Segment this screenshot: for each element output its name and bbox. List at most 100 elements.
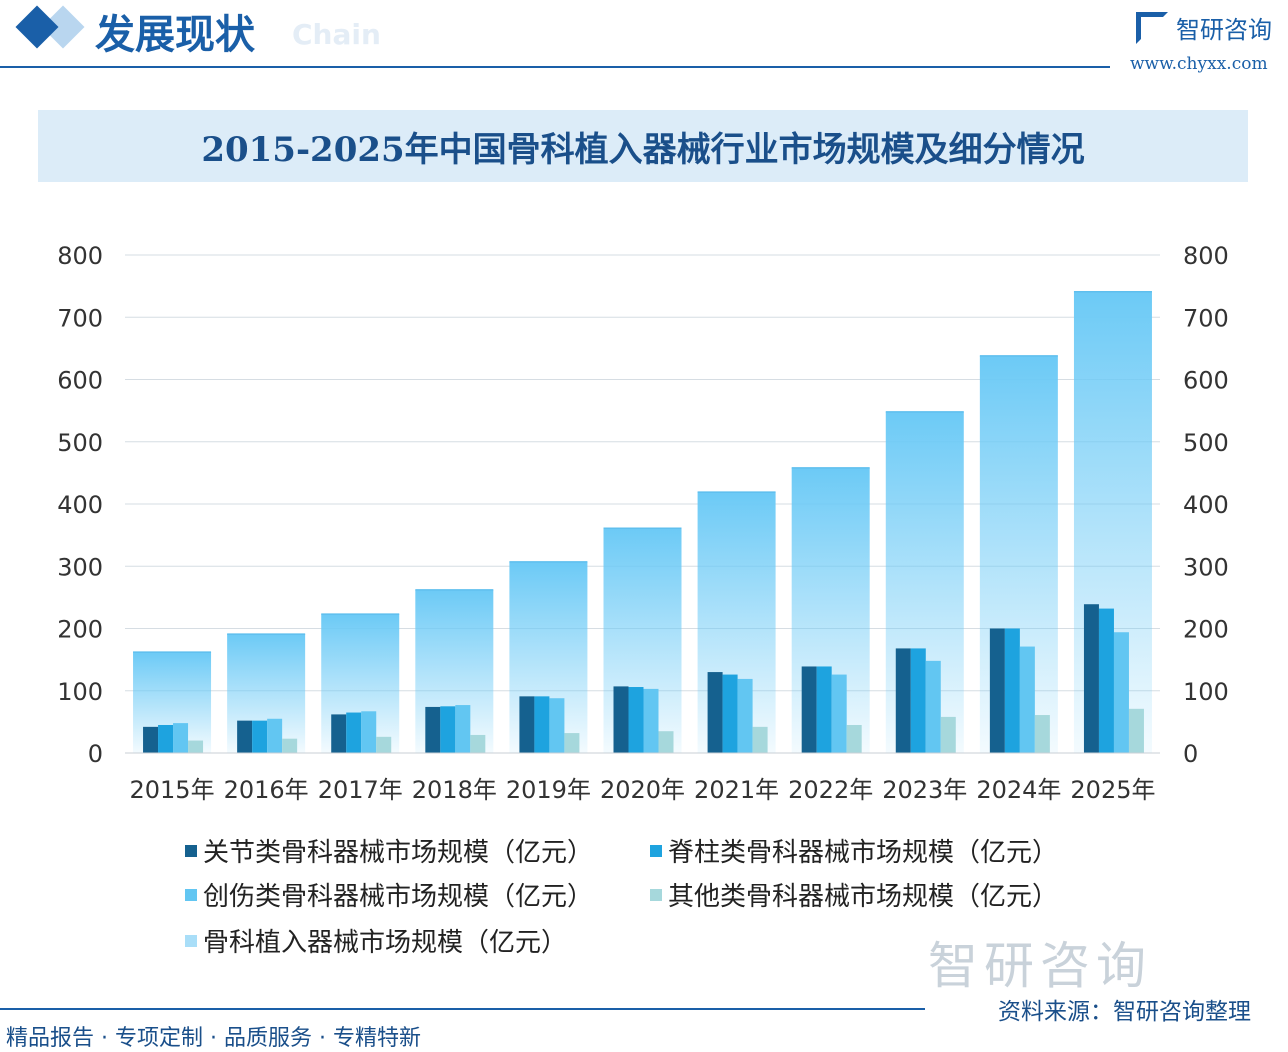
bar-other [188,740,204,753]
section-title: 发展现状 [95,11,255,58]
legend-item-spine: 脊柱类骨科器械市场规模（亿元） [650,832,1058,869]
logo-url: www.chyxx.com [1130,54,1268,74]
bar-spine [722,674,738,753]
bar-spine [1004,628,1020,753]
bar-joint [989,628,1005,753]
y-tick-label-right: 100 [1183,678,1229,706]
y-tick-label-left: 500 [57,429,103,457]
x-tick-label: 2022年 [788,776,873,804]
bar-other [752,726,768,753]
legend-label: 脊柱类骨科器械市场规模（亿元） [668,838,1059,868]
bar-other [846,724,862,753]
legend-swatch [650,844,662,857]
y-tick-label-left: 100 [57,678,103,706]
legend-label: 关节类骨科器械市场规模（亿元） [203,838,594,868]
legend-item-other: 其他类骨科器械市场规模（亿元） [650,876,1058,913]
y-tick-label-left: 700 [57,304,103,332]
bar-chart: 0 100 200 300 400 500 600 700 800 0 100 200 300 400 50… [57,242,1229,804]
bar-trauma [549,698,565,753]
bar-spine [628,687,644,753]
y-tick-label-left: 200 [57,616,103,644]
bar-trauma [643,688,659,753]
section-ghost-text: Chain [292,18,381,51]
bar-joint [331,714,347,753]
legend-swatch [185,844,197,857]
bar-trauma [737,678,753,753]
y-tick-label-right: 300 [1183,553,1229,581]
bar-spine [440,706,456,753]
x-tick-label: 2016年 [224,776,309,804]
legend-label: 创伤类骨科器械市场规模（亿元） [203,882,594,912]
legend-item-joint: 关节类骨科器械市场规模（亿元） [185,832,593,869]
y-tick-label-right: 200 [1183,616,1229,644]
bar-spine [1098,608,1114,753]
bar-joint [895,648,911,753]
logo-mark-icon [1136,11,1168,44]
bar-trauma [1019,646,1035,753]
watermark-logo: 智研咨询 [928,937,1152,995]
header-divider [0,66,1110,68]
bar-trauma [173,723,189,753]
y-tick-label-right: 800 [1183,242,1229,270]
legend-label: 其他类骨科器械市场规模（亿元） [668,882,1059,912]
logo-text: 智研咨询 [1176,16,1272,44]
bar-other [1034,715,1050,753]
legend-swatch [185,888,197,901]
legend-swatch [650,888,662,901]
y-tick-label-left: 0 [88,740,103,768]
footer-source: 资料来源：智研咨询整理 [998,999,1251,1025]
bar-spine [158,724,174,753]
x-tick-label: 2023年 [882,776,967,804]
bar-trauma [361,711,377,753]
brand-logo: 智研咨询 [1136,10,1272,45]
x-tick-label: 2025年 [1070,776,1155,804]
y-tick-label-right: 600 [1183,367,1229,395]
legend-label: 骨科植入器械市场规模（亿元） [203,928,568,958]
bar-trauma [831,674,847,753]
footer-tagline: 精品报告 · 专项定制 · 品质服务 · 专精特新 [6,1026,421,1051]
bar-joint [707,672,723,753]
bar-other [940,716,956,753]
x-tick-label: 2020年 [600,776,685,804]
bar-other [1128,708,1144,753]
chart-title: 2015-2025年中国骨科植入器械行业市场规模及细分情况 [38,110,1248,182]
bar-other [470,734,486,753]
bar-other [564,733,580,753]
bar-joint [801,666,817,753]
bar-trauma [455,705,471,753]
bar-joint [519,696,535,753]
x-tick-label: 2018年 [412,776,497,804]
footer-divider [0,1008,925,1010]
y-tick-label-left: 800 [57,242,103,270]
y-tick-label-right: 500 [1183,429,1229,457]
y-tick-label-right: 700 [1183,304,1229,332]
bar-joint [613,686,629,753]
bar-trauma [925,660,941,753]
bar-spine [252,720,268,753]
y-tick-label-left: 600 [57,367,103,395]
bar-other [282,738,298,753]
bar-spine [910,648,926,753]
x-tick-label: 2017年 [318,776,403,804]
legend-item-total: 骨科植入器械市场规模（亿元） [185,922,567,959]
bar-joint [425,706,441,753]
bar-trauma [1113,632,1129,753]
bar-other [376,736,392,753]
bar-joint [1083,604,1099,753]
y-tick-label-right: 0 [1183,740,1198,768]
legend-item-trauma: 创伤类骨科器械市场规模（亿元） [185,876,593,913]
x-tick-label: 2024年 [976,776,1061,804]
bar-spine [816,666,832,753]
legend-swatch [185,934,197,947]
y-tick-label-left: 400 [57,491,103,519]
bar-joint [143,726,159,753]
bar-spine [346,712,362,753]
bar-joint [237,720,253,753]
y-tick-label-right: 400 [1183,491,1229,519]
bar-trauma [267,718,283,753]
x-tick-label: 2021年 [694,776,779,804]
y-tick-label-left: 300 [57,553,103,581]
bar-spine [534,696,550,753]
bar-other [658,731,674,753]
x-tick-label: 2015年 [130,776,215,804]
